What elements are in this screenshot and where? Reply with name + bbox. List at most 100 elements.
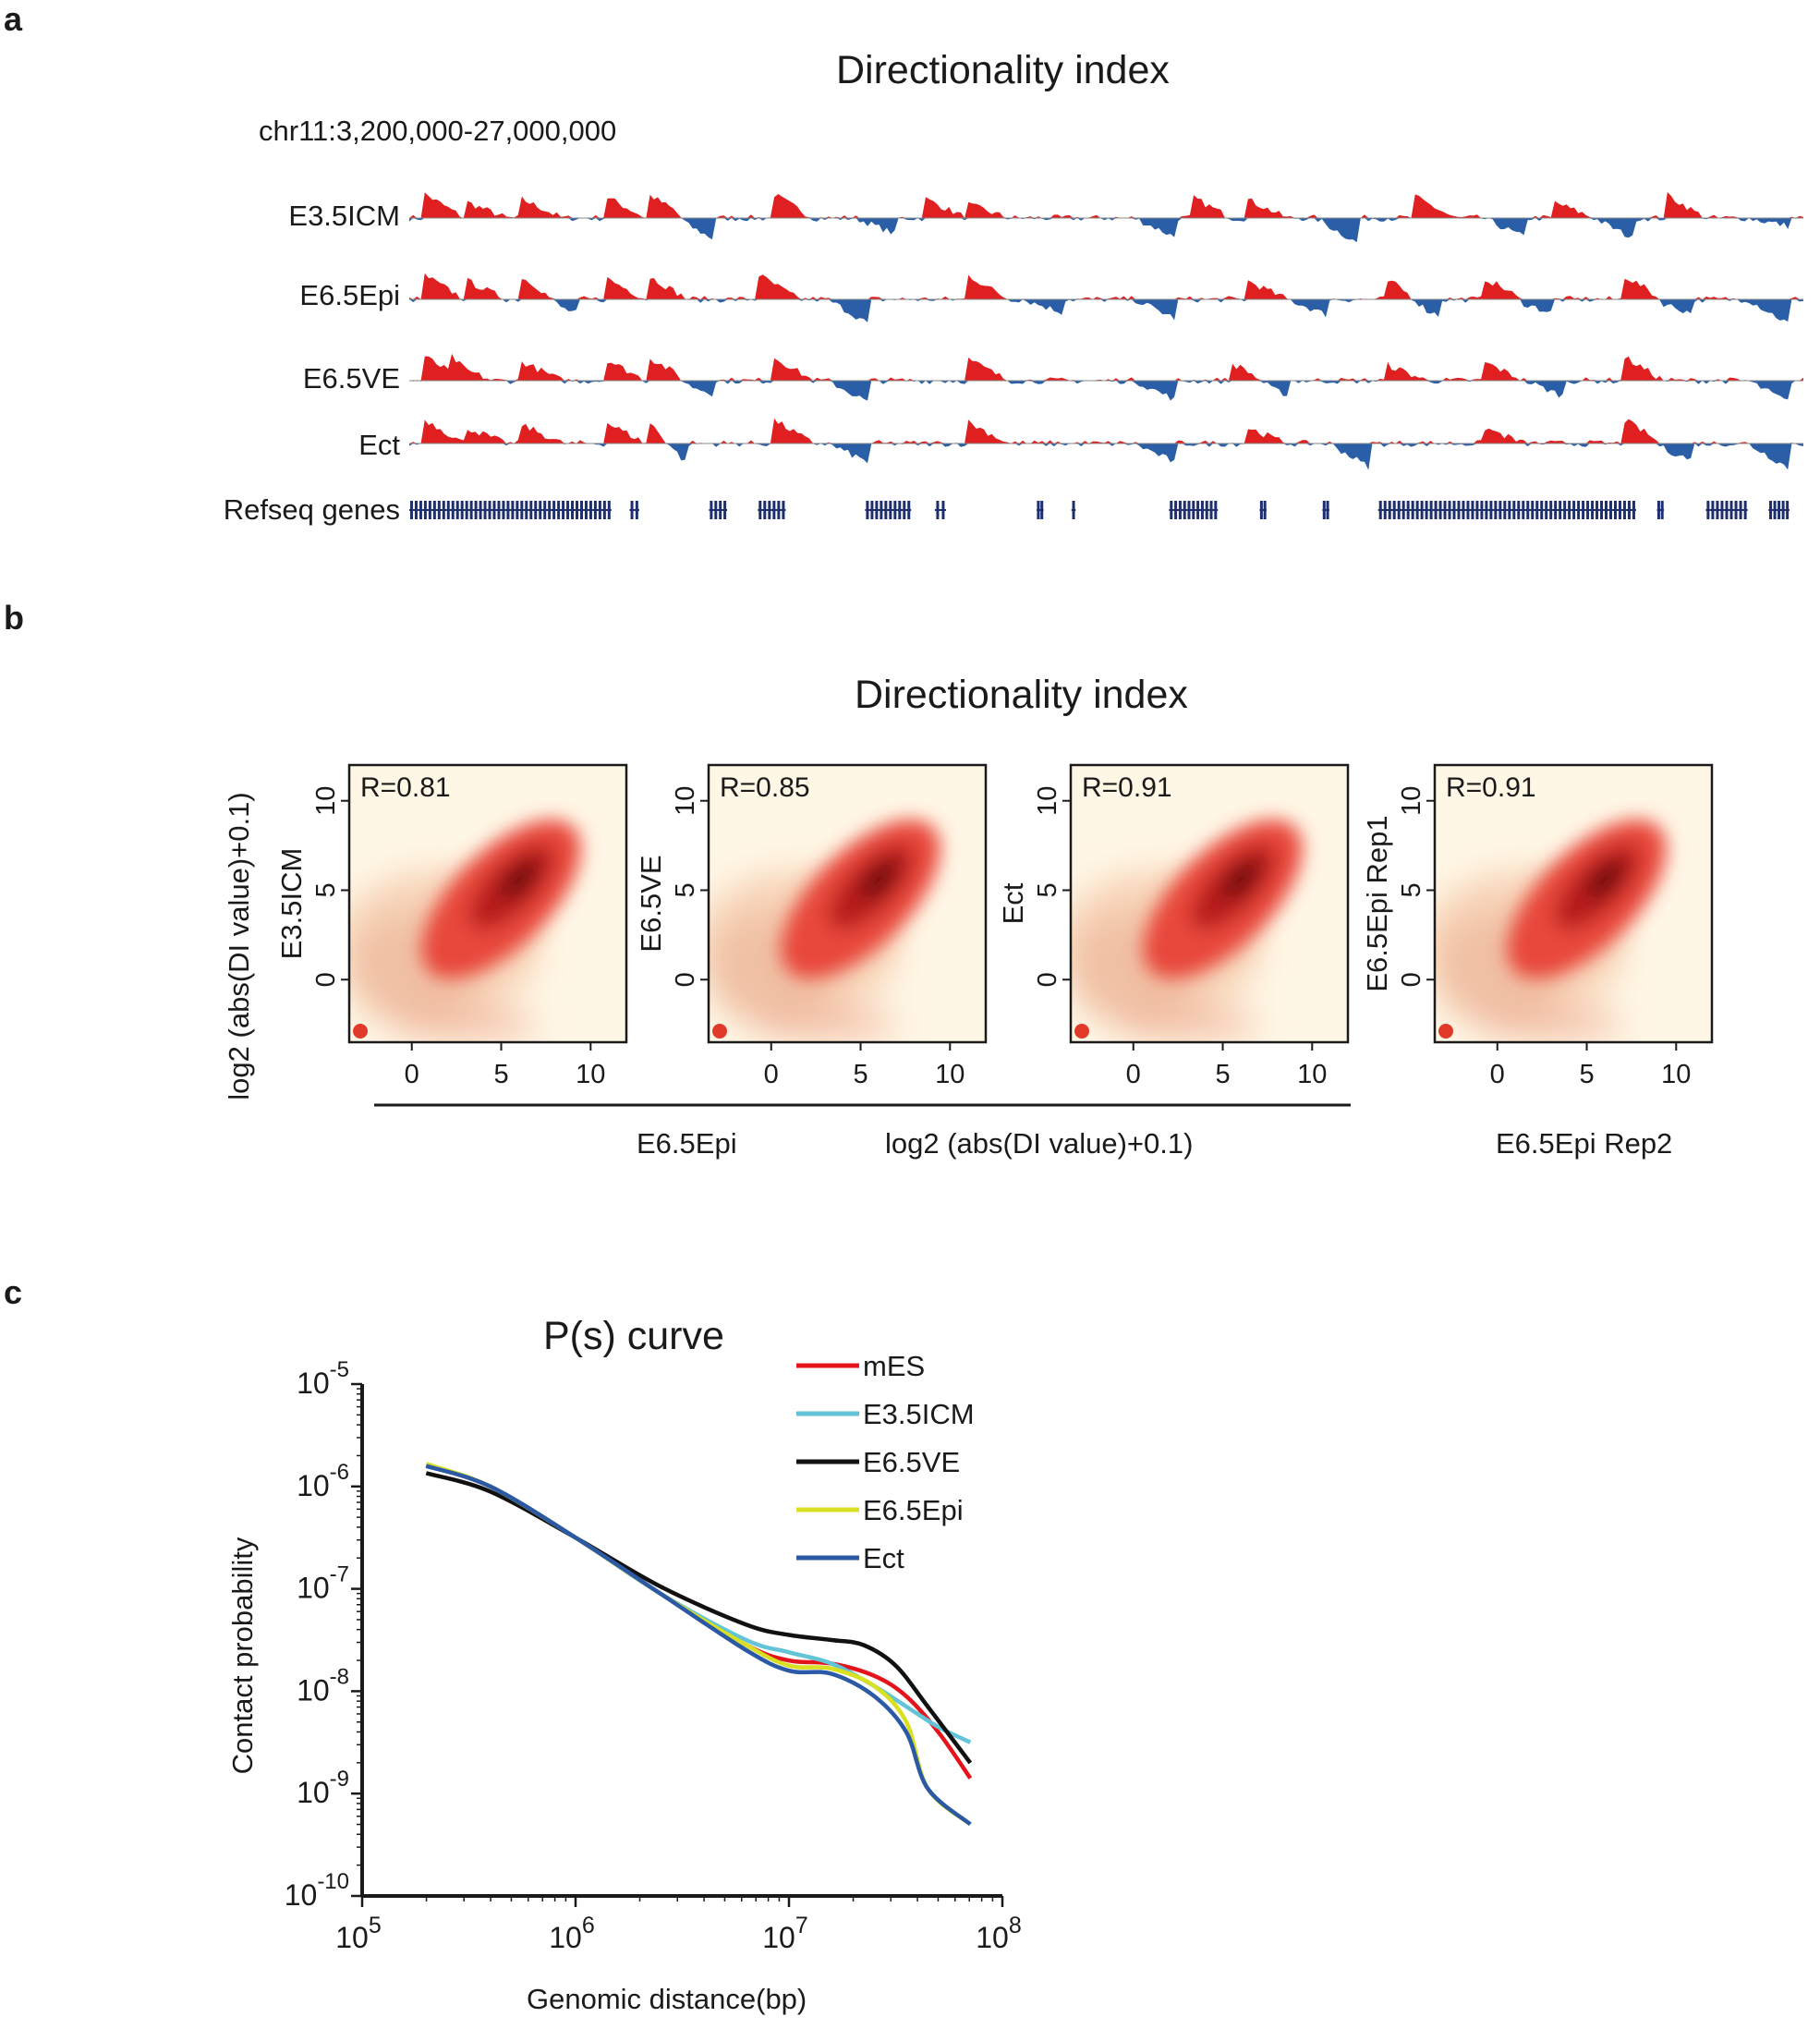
gene-mark-11-9 [1420, 501, 1424, 519]
gene-mark-0-20 [502, 501, 505, 519]
ps-x-axis-title: Genomic distance(bp) [527, 1983, 807, 2015]
y-tick-label-3-0: 0 [1397, 972, 1426, 987]
gene-mark-11-15 [1448, 501, 1451, 519]
density-bottom-band-3 [1476, 1009, 1625, 1039]
legend-label-2: E6.5VE [863, 1446, 960, 1478]
legend-label-1: E3.5ICM [863, 1398, 975, 1430]
x-tick-label-3-0: 0 [1490, 1060, 1505, 1089]
gene-line-1 [629, 509, 639, 511]
gene-mark-14-4 [1786, 501, 1790, 519]
gene-mark-0-35 [571, 501, 575, 519]
track-label-e65epi: E6.5Epi [299, 279, 400, 311]
gene-mark-9-0 [1259, 501, 1263, 519]
gene-mark-11-6 [1406, 501, 1410, 519]
x-tick-label-1-1: 5 [853, 1060, 868, 1089]
gene-mark-9-1 [1263, 501, 1267, 519]
gene-mark-11-36 [1545, 501, 1548, 519]
panel-a-title: Directionality index [836, 48, 1170, 92]
gene-track-label: Refseq genes [223, 493, 400, 526]
gene-mark-11-5 [1401, 501, 1405, 519]
density-corner-dot-1 [712, 1024, 727, 1039]
gene-mark-0-12 [465, 501, 468, 519]
ps-curve-title: P(s) curve [543, 1314, 724, 1358]
density-peak-1 [859, 860, 898, 899]
gene-mark-3-0 [758, 501, 762, 519]
density-corner-dot-0 [353, 1024, 368, 1039]
annotation-r-3: R=0.91 [1446, 772, 1536, 803]
gene-line-3 [758, 509, 786, 511]
gene-line-10 [1322, 509, 1329, 511]
gene-mark-11-13 [1438, 501, 1442, 519]
gene-mark-0-11 [460, 501, 464, 519]
gene-mark-11-4 [1397, 501, 1401, 519]
legend-label-0: mES [863, 1350, 925, 1382]
y-tick-label-3-1: 5 [1397, 882, 1426, 897]
annotation-r-2: R=0.91 [1082, 772, 1172, 803]
y-tick-label-0-1: 5 [311, 882, 341, 897]
gene-mark-11-21 [1475, 501, 1479, 519]
y-axis-label-1: E6.5VE [635, 855, 667, 952]
gene-mark-4-0 [866, 501, 869, 519]
gene-mark-11-11 [1429, 501, 1433, 519]
gene-mark-4-2 [875, 501, 879, 519]
density-peak-2 [1221, 860, 1260, 899]
gene-mark-0-9 [451, 501, 455, 519]
gene-mark-13-4 [1725, 501, 1729, 519]
gene-mark-11-38 [1554, 501, 1558, 519]
gene-mark-11-43 [1577, 501, 1581, 519]
gene-mark-0-42 [602, 501, 606, 519]
x-rep-label: E6.5Epi Rep2 [1496, 1127, 1673, 1160]
gene-mark-11-27 [1503, 501, 1507, 519]
gene-mark-2-1 [714, 501, 718, 519]
y-tick-label-1-0: 0 [671, 972, 700, 987]
gene-mark-8-0 [1170, 501, 1173, 519]
panel-a-letter: a [4, 0, 23, 38]
gene-mark-11-37 [1549, 501, 1553, 519]
gene-mark-10-1 [1326, 501, 1329, 519]
gene-mark-0-0 [409, 501, 413, 519]
gene-mark-8-7 [1200, 501, 1204, 519]
gene-mark-0-1 [414, 501, 418, 519]
gene-line-6 [1037, 509, 1044, 511]
gene-mark-0-37 [579, 501, 583, 519]
gene-mark-4-8 [903, 501, 906, 519]
ps-x-tick-label-0: 105 [335, 1913, 382, 1954]
density-frame-0 [347, 763, 628, 1044]
gene-mark-8-5 [1192, 501, 1195, 519]
ps-x-tick-label-3: 108 [976, 1913, 1022, 1954]
gene-mark-11-34 [1535, 501, 1539, 519]
gene-mark-6-0 [1037, 501, 1040, 519]
gene-mark-0-3 [423, 501, 427, 519]
gene-mark-11-45 [1586, 501, 1590, 519]
gene-mark-0-23 [516, 501, 519, 519]
gene-mark-11-44 [1582, 501, 1585, 519]
gene-mark-11-19 [1466, 501, 1470, 519]
gene-mark-13-6 [1734, 501, 1738, 519]
panel-b-x-axis-title: log2 (abs(DI value)+0.1) [885, 1127, 1194, 1160]
gene-mark-11-12 [1434, 501, 1438, 519]
gene-mark-4-3 [880, 501, 883, 519]
x-tick-label-1-0: 0 [764, 1060, 779, 1089]
di-track-1-positive [409, 273, 1803, 299]
gene-mark-11-26 [1498, 501, 1502, 519]
gene-mark-0-27 [534, 501, 538, 519]
y-tick-label-2-1: 5 [1033, 882, 1062, 897]
gene-mark-11-49 [1605, 501, 1608, 519]
ps-series-line-4 [425, 1464, 972, 1827]
track-label-ect: Ect [358, 429, 400, 461]
x-tick-label-0-1: 5 [493, 1060, 508, 1089]
density-bottom-band-1 [750, 1009, 899, 1039]
gene-line-5 [934, 509, 946, 511]
gene-mark-0-5 [432, 501, 436, 519]
gene-mark-11-3 [1392, 501, 1396, 519]
y-tick-label-0-2: 10 [311, 786, 341, 816]
gene-mark-0-36 [576, 501, 579, 519]
gene-mark-11-31 [1522, 501, 1525, 519]
density-plot-3 [1435, 765, 1712, 1042]
gene-mark-11-8 [1415, 501, 1419, 519]
gene-mark-0-7 [442, 501, 445, 519]
gene-mark-13-5 [1729, 501, 1733, 519]
gene-mark-11-46 [1591, 501, 1595, 519]
gene-mark-0-17 [488, 501, 491, 519]
